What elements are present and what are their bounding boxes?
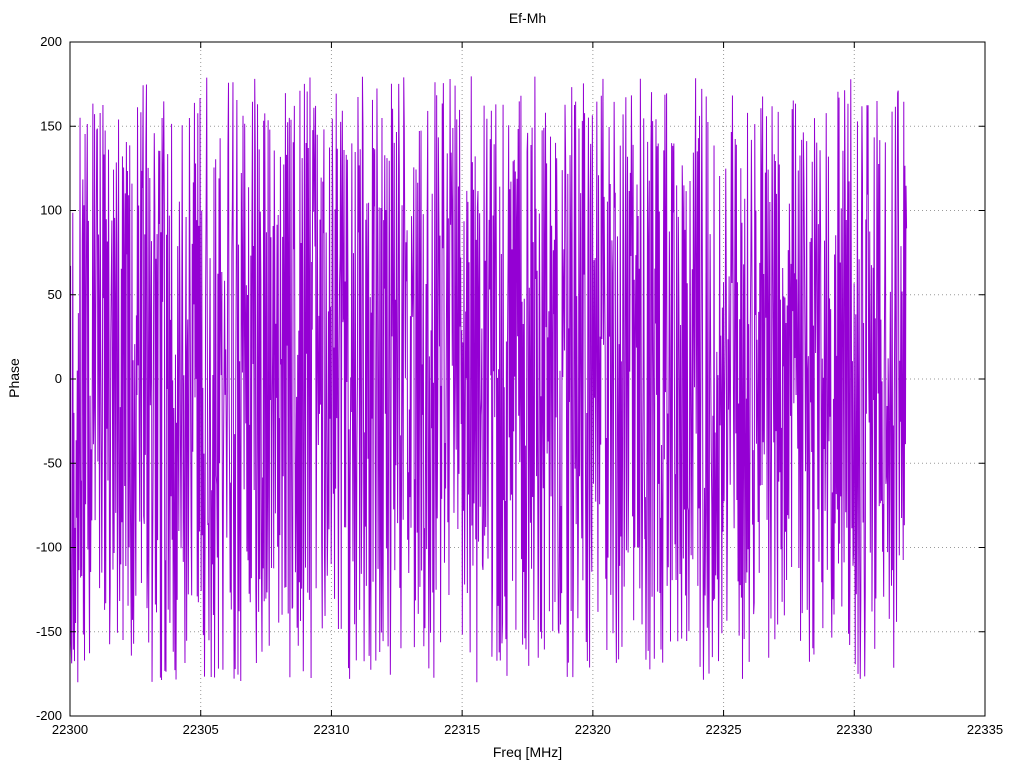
x-axis-label: Freq [MHz] <box>492 744 563 760</box>
x-tick-label: 22330 <box>836 722 872 737</box>
y-tick-label: -200 <box>36 708 62 723</box>
x-tick-label: 22335 <box>967 722 1003 737</box>
y-tick-label: -100 <box>36 540 62 555</box>
y-tick-label: 200 <box>40 34 62 49</box>
x-tick-label: 22315 <box>444 722 480 737</box>
x-tick-label: 22325 <box>705 722 741 737</box>
x-tick-label: 22320 <box>575 722 611 737</box>
y-tick-label: 100 <box>40 203 62 218</box>
x-tick-label: 22310 <box>313 722 349 737</box>
y-tick-label: -50 <box>43 455 62 470</box>
y-tick-label: 150 <box>40 118 62 133</box>
y-tick-label: 50 <box>48 287 62 302</box>
y-tick-label: -150 <box>36 624 62 639</box>
x-tick-label: 22305 <box>183 722 219 737</box>
chart-title: Ef-Mh <box>508 10 547 26</box>
y-tick-label: 0 <box>55 371 62 386</box>
series-line-phase <box>69 76 908 683</box>
x-tick-label: 22300 <box>52 722 88 737</box>
